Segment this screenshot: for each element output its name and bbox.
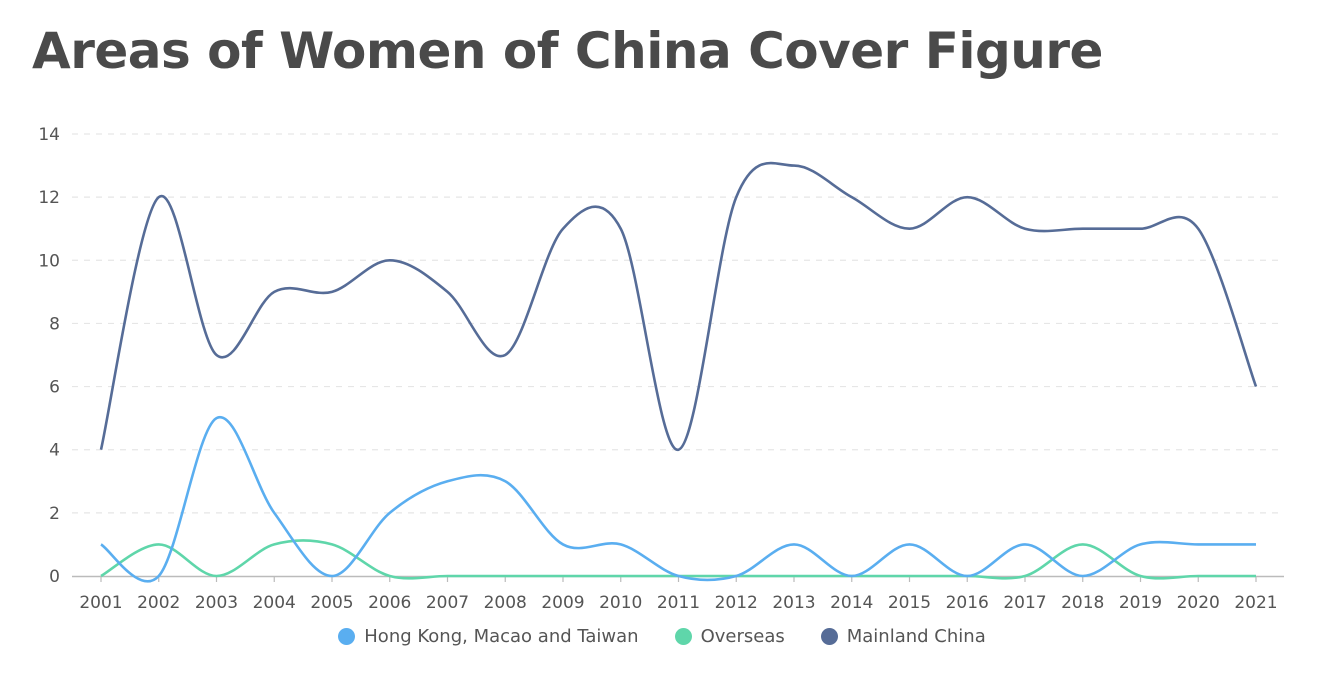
y-tick-label: 2 — [49, 504, 60, 524]
x-tick-label: 2012 — [715, 593, 758, 613]
legend-swatch — [338, 628, 356, 645]
y-tick-label: 8 — [49, 314, 60, 334]
x-tick-label: 2019 — [1119, 593, 1162, 613]
legend-item[interactable]: Mainland China — [819, 626, 986, 647]
x-tick-label: 2004 — [253, 593, 296, 613]
x-tick-label: 2013 — [772, 593, 815, 613]
y-tick-label: 12 — [38, 188, 60, 208]
legend-item[interactable]: Hong Kong, Macao and Taiwan — [336, 626, 639, 647]
x-tick-label: 2006 — [368, 593, 411, 613]
legend-swatch — [674, 628, 692, 645]
legend-item[interactable]: Overseas — [673, 626, 785, 647]
grid-lines — [72, 133, 1284, 514]
series-line-overseas[interactable] — [100, 539, 1256, 580]
x-tick-label: 2009 — [541, 593, 584, 613]
x-tick-label: 2003 — [195, 593, 238, 613]
legend-label: Overseas — [700, 626, 785, 647]
x-tick-label: 2001 — [79, 593, 122, 613]
x-axis-ticks: 2001 2002 2003 2004 2005 2006 2007 2008 2009 2010… — [79, 576, 1278, 613]
y-tick-label: 6 — [49, 378, 60, 398]
legend-swatch — [820, 628, 838, 645]
x-tick-label: 2002 — [137, 593, 180, 613]
series-group — [99, 161, 1258, 583]
series-line-mainland-china[interactable] — [99, 161, 1258, 452]
legend-label: Hong Kong, Macao and Taiwan — [364, 626, 639, 647]
y-tick-label: 14 — [38, 125, 60, 145]
x-tick-label: 2011 — [657, 593, 700, 613]
y-tick-label: 10 — [38, 251, 60, 271]
x-tick-label: 2015 — [888, 593, 931, 613]
x-tick-label: 2008 — [484, 593, 527, 613]
x-tick-label: 2007 — [426, 593, 469, 613]
chart-title: Areas of Women of China Cover Figure — [32, 22, 1103, 80]
x-tick-label: 2021 — [1234, 593, 1277, 613]
x-tick-label: 2010 — [599, 593, 642, 613]
x-tick-label: 2018 — [1061, 593, 1104, 613]
legend-label: Mainland China — [846, 626, 986, 647]
y-axis-ticks: 0 2 4 6 8 10 12 14 — [38, 125, 60, 587]
x-tick-label: 2017 — [1003, 593, 1046, 613]
series-line-hong-kong-macao-and-taiwan[interactable] — [100, 416, 1256, 583]
legend: Hong Kong, Macao and Taiwan Overseas Mainl… — [0, 626, 1322, 647]
x-tick-label: 2020 — [1177, 593, 1220, 613]
x-tick-label: 2016 — [946, 593, 989, 613]
x-tick-label: 2005 — [310, 593, 353, 613]
x-tick-label: 2014 — [830, 593, 873, 613]
y-tick-label: 0 — [49, 567, 60, 587]
y-tick-label: 4 — [49, 441, 60, 461]
